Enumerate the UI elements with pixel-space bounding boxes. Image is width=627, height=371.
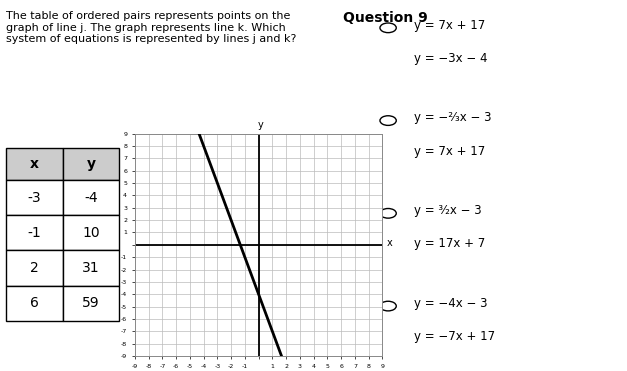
- Text: y = 7x + 17: y = 7x + 17: [414, 145, 485, 158]
- Text: 31: 31: [82, 261, 100, 275]
- Text: y = −²⁄₃x − 3: y = −²⁄₃x − 3: [414, 111, 492, 124]
- Bar: [63, 286, 119, 321]
- Text: Question 9: Question 9: [343, 11, 428, 25]
- Bar: [6, 215, 63, 250]
- Text: y = −3x − 4: y = −3x − 4: [414, 52, 487, 65]
- Text: y = 7x + 17: y = 7x + 17: [414, 19, 485, 32]
- Text: 59: 59: [82, 296, 100, 310]
- Text: x: x: [387, 238, 393, 248]
- Text: The table of ordered pairs represents points on the
graph of line j. The graph r: The table of ordered pairs represents po…: [6, 11, 297, 44]
- Text: -3: -3: [28, 191, 41, 204]
- Text: y = −4x − 3: y = −4x − 3: [414, 297, 487, 310]
- Text: 10: 10: [82, 226, 100, 240]
- Bar: [6, 180, 63, 215]
- Text: y: y: [258, 120, 263, 130]
- Bar: [6, 250, 63, 286]
- Bar: [6, 148, 63, 180]
- Text: -1: -1: [28, 226, 41, 240]
- Text: y: y: [87, 157, 95, 171]
- Text: -4: -4: [84, 191, 98, 204]
- Text: x: x: [30, 157, 39, 171]
- Bar: [63, 215, 119, 250]
- Text: 2: 2: [30, 261, 39, 275]
- Text: 6: 6: [30, 296, 39, 310]
- Bar: [63, 148, 119, 180]
- Bar: [63, 250, 119, 286]
- Bar: [6, 286, 63, 321]
- Bar: [63, 180, 119, 215]
- Text: y = −7x + 17: y = −7x + 17: [414, 330, 495, 343]
- Text: y = ³⁄₂x − 3: y = ³⁄₂x − 3: [414, 204, 482, 217]
- Text: y = 17x + 7: y = 17x + 7: [414, 237, 485, 250]
